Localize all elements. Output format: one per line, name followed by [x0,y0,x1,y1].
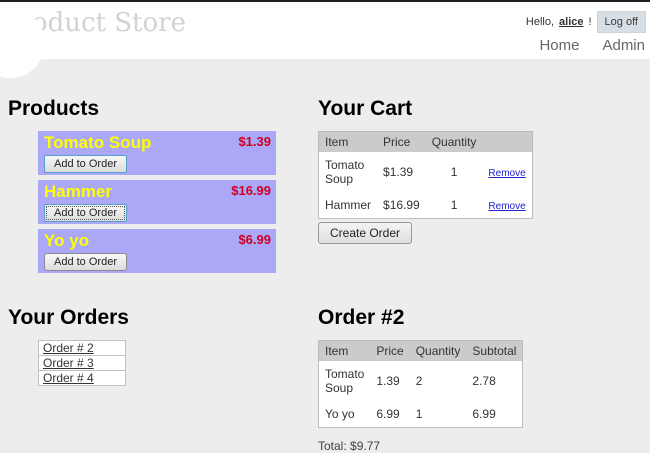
site-header: Product Store Hello, alice ! Log off Hom… [0,2,650,59]
detail-item-price: 6.99 [376,407,400,421]
create-order-button[interactable]: Create Order [318,222,413,244]
products-section: Products Tomato Soup $1.39 Add to Order … [8,97,318,278]
product-name: Hammer [44,182,113,201]
orders-section: Your Orders Order # 2 Order # 3 Order # … [8,306,318,453]
detail-item-subtotal: 2.78 [472,374,496,388]
cart-table: Item Price Quantity Tomato Soup $1.39 1 … [318,131,533,219]
detail-item-name: Tomato Soup [325,367,365,395]
order-link-row: Order # 2 [38,340,126,356]
product-price: $16.99 [231,183,271,198]
detail-column-price: Price [370,340,410,361]
detail-column-subtotal: Subtotal [466,340,523,361]
order-link[interactable]: Order # 3 [43,356,94,370]
order-detail-row: Tomato Soup 1.39 2 2.78 [319,361,523,401]
remove-link[interactable]: Remove [488,201,526,212]
order-detail-table: Item Price Quantity Subtotal Tomato Soup… [318,340,524,428]
order-detail-section: Order #2 Item Price Quantity Subtotal To… [318,306,650,453]
cart-section: Your Cart Item Price Quantity Tomato Sou… [318,97,650,278]
product-name: Yo yo [44,231,90,250]
product-card: Hammer $16.99 Add to Order [38,180,276,224]
logoff-button[interactable]: Log off [596,11,646,33]
cart-column-price: Price [377,131,426,152]
main-nav: Home Admin [539,37,645,54]
cart-item-quantity: 1 [450,198,458,212]
main-content: Products Tomato Soup $1.39 Add to Order … [0,59,650,453]
order-link-row: Order # 4 [38,370,126,386]
cart-column-actions [482,131,533,152]
nav-item-admin[interactable]: Admin [602,37,645,54]
add-to-order-button[interactable]: Add to Order [44,253,127,271]
order-detail-row: Yo yo 6.99 1 6.99 [319,401,523,428]
cart-item-price: $16.99 [383,198,420,212]
cart-item-name: Tomato Soup [325,158,365,186]
username-link[interactable]: alice [559,16,584,28]
remove-link[interactable]: Remove [488,168,526,179]
detail-item-price: 1.39 [376,374,400,388]
add-to-order-button[interactable]: Add to Order [44,204,127,222]
orders-heading: Your Orders [8,306,129,329]
order-detail-heading: Order #2 [318,306,405,329]
order-total: Total: $9.77 [318,439,381,453]
nav-item-home[interactable]: Home [539,37,580,54]
top-accent-bar [0,0,650,2]
product-card: Yo yo $6.99 Add to Order [38,229,276,273]
cart-item-name: Hammer [325,198,372,212]
detail-item-quantity: 2 [415,374,423,388]
product-price: $1.39 [238,134,271,149]
cart-column-item: Item [318,131,378,152]
cart-header-row: Item Price Quantity [318,131,533,152]
orders-list: Order # 2 Order # 3 Order # 4 [38,340,126,386]
cart-row: Hammer $16.99 1 Remove [319,192,533,219]
product-price: $6.99 [238,232,271,247]
cart-heading: Your Cart [318,97,413,120]
greeting-prefix: Hello, [525,16,555,28]
detail-item-subtotal: 6.99 [472,407,496,421]
cart-item-price: $1.39 [383,165,414,179]
cart-column-quantity: Quantity [425,131,483,152]
order-link[interactable]: Order # 4 [43,371,94,385]
product-card: Tomato Soup $1.39 Add to Order [38,131,276,175]
order-link-row: Order # 3 [38,355,126,371]
product-list: Tomato Soup $1.39 Add to Order Hammer $1… [8,131,276,273]
detail-column-item: Item [318,340,371,361]
products-heading: Products [8,97,100,120]
detail-item-name: Yo yo [325,407,355,421]
add-to-order-button[interactable]: Add to Order [44,155,127,173]
detail-item-quantity: 1 [415,407,423,421]
cart-item-quantity: 1 [450,165,458,179]
login-status: Hello, alice ! Log off [526,11,646,33]
order-link[interactable]: Order # 2 [43,341,94,355]
detail-column-quantity: Quantity [409,340,467,361]
order-detail-header-row: Item Price Quantity Subtotal [318,340,523,361]
greeting-suffix: ! [588,16,592,28]
product-name: Tomato Soup [44,133,152,152]
cart-row: Tomato Soup $1.39 1 Remove [319,152,533,192]
